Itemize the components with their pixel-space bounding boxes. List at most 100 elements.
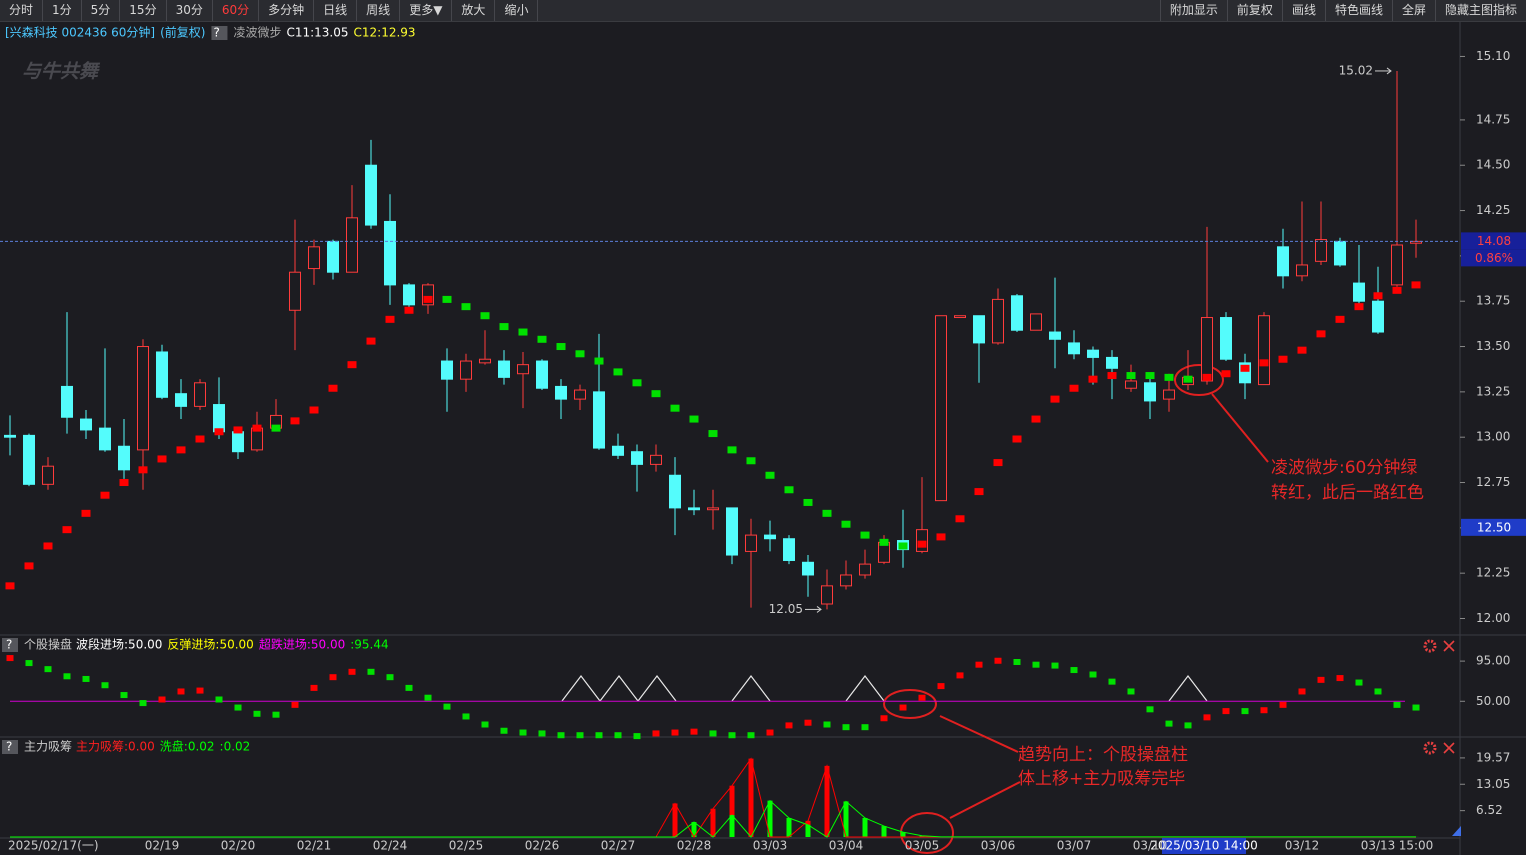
bar (729, 815, 735, 837)
y-tick-label: 12.75 (1476, 475, 1510, 489)
candle-body (1201, 317, 1213, 382)
candle-body (821, 585, 833, 605)
toolbar-button[interactable]: 隐藏主图指标 (1434, 0, 1526, 21)
indicator-dot (443, 703, 451, 710)
toolbar-button[interactable]: 放大 (452, 0, 496, 21)
indicator-dot (1241, 708, 1249, 715)
indicator-value: C12:12.93 (354, 26, 416, 40)
indicator-dot (157, 455, 167, 463)
indicator-dot (81, 509, 91, 517)
indicator-dot (1183, 375, 1193, 383)
y-tick-label: 6.52 (1476, 803, 1503, 817)
x-tick-label: 15:00 (1399, 839, 1434, 853)
toolbar-button[interactable]: 周线 (357, 0, 401, 21)
indicator-dot (1259, 359, 1269, 367)
candle-body (289, 271, 301, 311)
candle-body (194, 382, 206, 407)
toolbar-button[interactable]: 附加显示 (1159, 0, 1227, 21)
indicator-dot (63, 673, 71, 680)
indicator-name: 凌波微步 (233, 26, 281, 40)
indicator-dot (100, 491, 110, 499)
indicator-dot (1126, 372, 1136, 380)
indicator-dot (879, 538, 889, 546)
bar (862, 818, 868, 837)
toolbar-button[interactable]: 更多▼ (400, 0, 453, 21)
toolbar-button[interactable]: 多分钟 (259, 0, 315, 21)
candle-body (232, 431, 244, 453)
indicator-dot (804, 719, 812, 726)
indicator-dot (784, 486, 794, 494)
help-icon: ? (213, 26, 219, 40)
indicator-dot (632, 379, 642, 387)
x-tick-label: 02/26 (525, 839, 560, 853)
indicator-dot (5, 582, 15, 590)
toolbar-button[interactable]: 15分 (120, 0, 167, 21)
candle-body (1296, 264, 1308, 277)
candle-body (1011, 295, 1023, 331)
indicator-dot (936, 533, 946, 541)
toolbar-button[interactable]: 缩小 (495, 0, 539, 21)
extreme-label: 12.05 (769, 602, 803, 616)
x-tick-label: 02/28 (677, 839, 712, 853)
indicator-dot (500, 727, 508, 734)
indicator-dot (652, 730, 660, 737)
indicator-dot (1354, 303, 1364, 311)
candle-body (973, 315, 985, 344)
toolbar-button[interactable]: 全屏 (1391, 0, 1435, 21)
candle-body (1144, 382, 1156, 402)
indicator-dot (1260, 707, 1268, 714)
indicator-dot (633, 733, 641, 740)
toolbar-right: 附加显示 前复权 画线 特色画线 全屏 隐藏主图指标 (1159, 0, 1526, 21)
indicator-dot (1392, 286, 1402, 294)
indicator-dot (670, 404, 680, 412)
indicator-dot (139, 700, 147, 707)
candle-body (118, 445, 130, 471)
y-tick-label: 13.00 (1476, 430, 1510, 444)
signal-triangles (561, 675, 1208, 702)
candle-body (574, 389, 586, 400)
indicator-dot (1336, 675, 1344, 682)
bar (729, 785, 735, 837)
candle-body (1258, 315, 1270, 386)
indicator-dot (823, 721, 831, 728)
toolbar-button[interactable]: 特色画线 (1324, 0, 1392, 21)
change-label: 0.86% (1475, 251, 1513, 265)
x-tick-label: 02/24 (373, 839, 408, 853)
indicator-value: C11:13.05 (286, 26, 348, 40)
indicator-dot (386, 674, 394, 681)
y-tick-label: 13.75 (1476, 294, 1510, 308)
candle-body (517, 364, 529, 375)
bar (881, 826, 887, 837)
indicator-dot (613, 368, 623, 376)
x-tick-label: 02/19 (145, 839, 180, 853)
indicator-dot (917, 540, 927, 548)
indicator-dot (1374, 688, 1382, 695)
candle-body (650, 454, 662, 465)
candle-body (1372, 300, 1384, 333)
toolbar-button[interactable]: 前复权 (1226, 0, 1282, 21)
indicator-dot (1317, 676, 1325, 683)
candle-body (1087, 349, 1099, 358)
legend-entry: :95.44 (350, 638, 388, 652)
panel-icons[interactable] (1423, 639, 1455, 755)
candle-body (707, 507, 719, 511)
toolbar-button[interactable]: 5分 (82, 0, 121, 21)
indicator-dot (1051, 662, 1059, 669)
toolbar-button[interactable]: 60分 (213, 0, 260, 21)
toolbar-button[interactable]: 画线 (1281, 0, 1325, 21)
toolbar-button[interactable]: 日线 (314, 0, 358, 21)
toolbar-button[interactable]: 30分 (167, 0, 213, 21)
indicator-dot (24, 562, 34, 570)
indicator-dot (1335, 315, 1345, 323)
candle-body (23, 434, 35, 485)
toolbar-button[interactable]: 分时 (0, 0, 44, 21)
toolbar-button[interactable]: 1分 (43, 0, 82, 21)
candle-body (612, 445, 624, 456)
candle-body (1220, 317, 1232, 360)
indicator-dot (671, 729, 679, 736)
annotation: 体上移+主力吸筹完毕 (1018, 769, 1185, 789)
indicator-dot (556, 343, 566, 351)
candle-body (764, 534, 776, 540)
indicator-dot (765, 471, 775, 479)
indicator-dot (994, 657, 1002, 664)
